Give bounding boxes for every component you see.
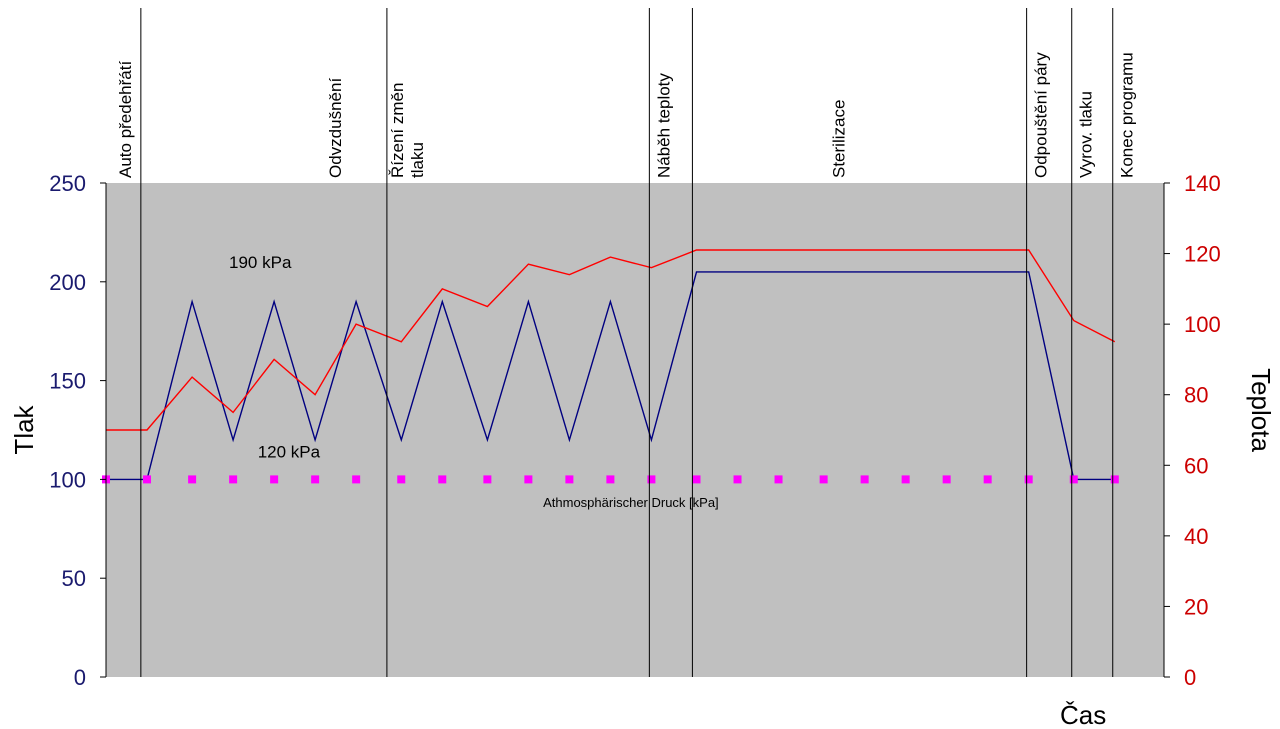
y-tick-label-right: 80	[1184, 383, 1208, 408]
y-tick-label-left: 200	[49, 270, 86, 295]
phase-label: Vyrov. tlaku	[1077, 91, 1096, 178]
atmospheric-point	[983, 475, 992, 484]
y-tick-label-right: 120	[1184, 242, 1221, 267]
y-tick-label-right: 100	[1184, 312, 1221, 337]
atmospheric-point	[565, 475, 574, 484]
phase-label: Odpouštění páry	[1032, 52, 1051, 178]
y-tick-label-right: 40	[1184, 524, 1208, 549]
y-tick-label-left: 0	[74, 665, 86, 690]
atmospheric-point	[270, 475, 279, 484]
annotation-label: 190 kPa	[229, 253, 292, 272]
phase-label: Konec programu	[1118, 52, 1137, 178]
y-tick-label-right: 60	[1184, 453, 1208, 478]
temperature-line	[106, 249, 1116, 431]
phase-label: Řízení změntlaku	[388, 83, 427, 178]
atmospheric-point	[1069, 475, 1078, 484]
phase-label: Náběh teploty	[654, 73, 673, 178]
atmospheric-point	[188, 475, 197, 484]
phase-label: Sterilizace	[829, 100, 848, 178]
atmospheric-point	[397, 475, 406, 484]
pressure-line	[106, 271, 1115, 481]
atmospheric-point	[483, 475, 492, 484]
y-tick-label-right: 140	[1184, 171, 1221, 196]
y-tick-label-left: 250	[49, 171, 86, 196]
atmospheric-point	[692, 475, 701, 484]
y-tick-label-left: 100	[49, 467, 86, 492]
y-tick-label-right: 0	[1184, 665, 1196, 690]
atmospheric-point	[647, 475, 656, 484]
atmospheric-point	[438, 475, 447, 484]
atmospheric-point	[860, 475, 869, 484]
atmospheric-point	[901, 475, 910, 484]
atmospheric-point	[1024, 475, 1033, 484]
y-tick-label-left: 50	[62, 566, 86, 591]
atmospheric-point	[606, 475, 615, 484]
atmospheric-point	[311, 475, 320, 484]
atmospheric-point	[1110, 475, 1119, 484]
atmospheric-point	[942, 475, 951, 484]
y-axis-left-title: Tlak	[9, 404, 39, 454]
x-axis-title: Čas	[1060, 700, 1106, 729]
phase-label: Auto předehřátí	[116, 61, 135, 178]
atmospheric-point	[774, 475, 783, 484]
atmospheric-point	[143, 475, 152, 484]
annotation-label: Athmosphärischer Druck [kPa]	[543, 495, 719, 510]
plot-area	[106, 183, 1164, 677]
phase-label: Odvzdušnění	[326, 78, 345, 178]
annotation-label: 120 kPa	[258, 443, 321, 462]
atmospheric-point	[229, 475, 238, 484]
y-tick-label-left: 150	[49, 369, 86, 394]
y-axis-right-title: Teplota	[1246, 368, 1276, 452]
atmospheric-point	[352, 475, 361, 484]
y-tick-label-right: 20	[1184, 594, 1208, 619]
atmospheric-point	[733, 475, 742, 484]
atmospheric-point	[819, 475, 828, 484]
atmospheric-point	[524, 475, 533, 484]
